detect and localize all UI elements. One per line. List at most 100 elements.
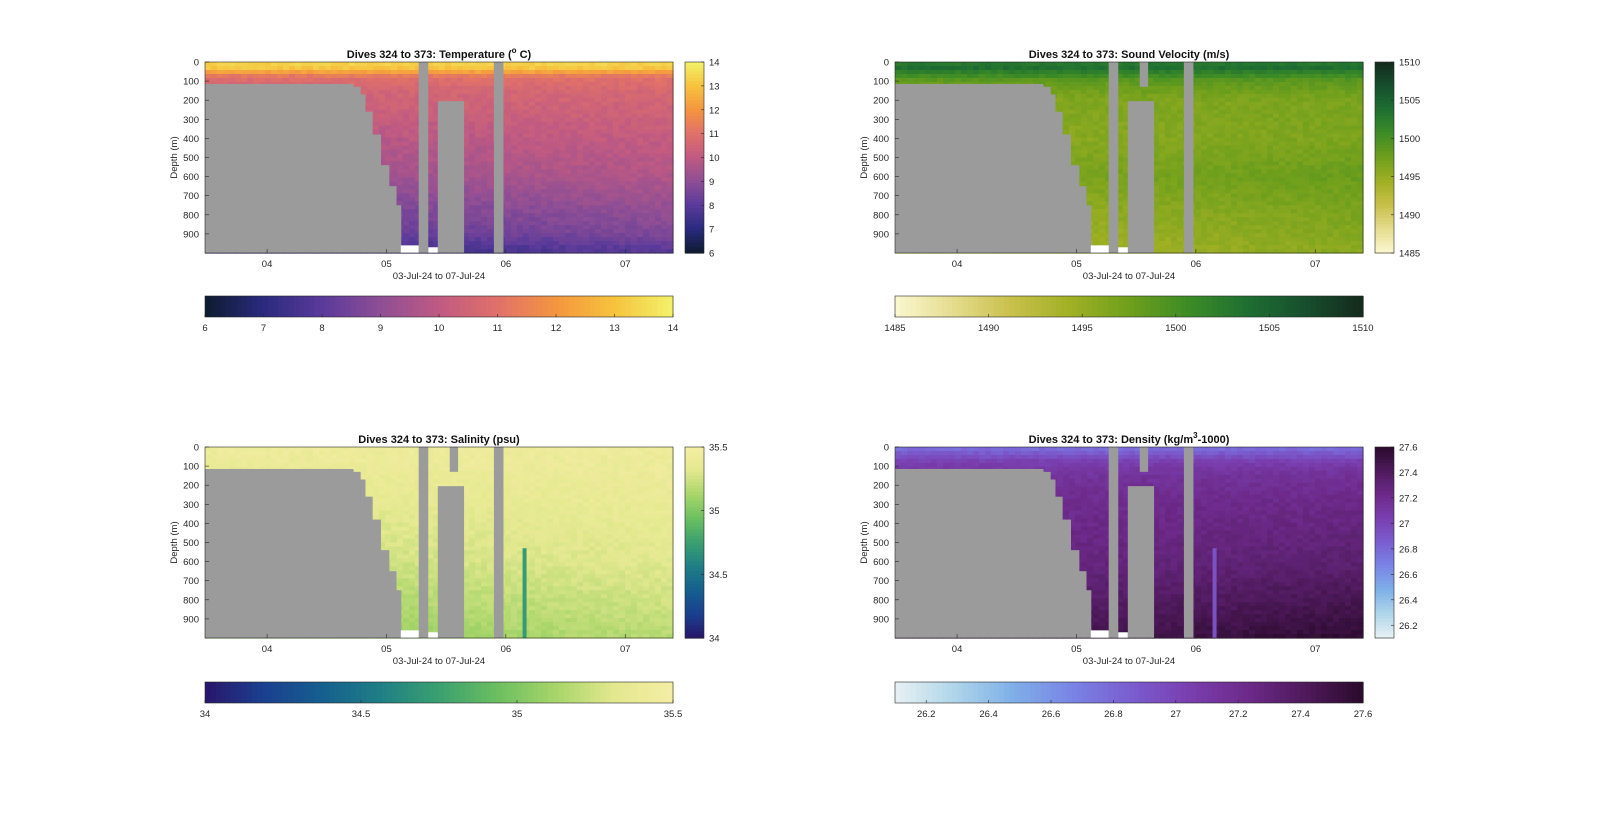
heatmap-cell bbox=[355, 81, 362, 87]
heatmap-cell bbox=[523, 141, 530, 147]
heatmap-cell bbox=[283, 73, 290, 79]
colorbar-swatch bbox=[527, 296, 534, 317]
heatmap-cell bbox=[229, 62, 236, 67]
heatmap-cell bbox=[655, 185, 662, 190]
heatmap-cell bbox=[271, 65, 278, 71]
heatmap-cell bbox=[469, 217, 476, 222]
heatmap-cell bbox=[535, 77, 542, 83]
heatmap-cell bbox=[649, 93, 656, 99]
heatmap-cell bbox=[379, 129, 386, 135]
heatmap-cell bbox=[577, 225, 584, 230]
colorbar-swatch bbox=[584, 296, 591, 317]
heatmap-cell bbox=[625, 145, 632, 151]
heatmap-cell bbox=[601, 177, 608, 182]
heatmap-cell bbox=[385, 121, 392, 127]
heatmap-cell bbox=[373, 101, 380, 107]
heatmap-cell bbox=[547, 133, 554, 139]
heatmap-cell bbox=[481, 193, 488, 198]
heatmap-cell bbox=[517, 113, 524, 119]
heatmap-cell bbox=[613, 62, 620, 67]
heatmap-cell bbox=[661, 125, 668, 131]
heatmap-cell bbox=[583, 145, 590, 151]
heatmap-cell bbox=[547, 141, 554, 147]
heatmap-cell bbox=[523, 245, 530, 250]
heatmap-cell bbox=[571, 62, 578, 67]
heatmap-cell bbox=[637, 89, 644, 95]
heatmap-cell bbox=[553, 177, 560, 182]
heatmap-cell bbox=[553, 185, 560, 190]
heatmap-cell bbox=[631, 65, 638, 71]
heatmap-cell bbox=[379, 153, 386, 159]
heatmap-cell bbox=[655, 233, 662, 238]
heatmap-cell bbox=[541, 173, 548, 178]
heatmap-cell bbox=[547, 157, 554, 163]
heatmap-cell bbox=[517, 245, 524, 250]
heatmap-cell bbox=[589, 73, 596, 79]
heatmap-cell bbox=[361, 85, 368, 91]
heatmap-cell bbox=[523, 65, 530, 71]
heatmap-cell bbox=[583, 161, 590, 167]
heatmap-cell bbox=[607, 185, 614, 190]
heatmap-cell bbox=[391, 113, 398, 119]
heatmap-cell bbox=[457, 97, 464, 103]
heatmap-cell bbox=[607, 237, 614, 242]
heatmap-cell bbox=[1003, 62, 1010, 67]
heatmap-cell bbox=[517, 81, 524, 87]
heatmap-cell bbox=[637, 241, 644, 246]
heatmap-cell bbox=[529, 237, 536, 242]
heatmap-cell bbox=[415, 177, 422, 182]
heatmap-cell bbox=[637, 145, 644, 151]
colorbar-swatch bbox=[667, 296, 674, 317]
heatmap-cell bbox=[349, 62, 356, 67]
heatmap-cell bbox=[463, 185, 470, 190]
heatmap-cell bbox=[571, 205, 578, 210]
heatmap-cell bbox=[643, 233, 650, 238]
heatmap-cell bbox=[205, 65, 212, 71]
heatmap-cell bbox=[511, 177, 518, 182]
heatmap-cell bbox=[445, 73, 452, 79]
heatmap-cell bbox=[487, 109, 494, 115]
heatmap-cell bbox=[511, 181, 518, 186]
heatmap-cell bbox=[619, 129, 626, 135]
heatmap-cell bbox=[655, 237, 662, 242]
colorbar-swatch bbox=[685, 103, 704, 108]
heatmap-cell bbox=[661, 121, 668, 127]
colorbar-swatch bbox=[387, 296, 393, 317]
heatmap-cell bbox=[517, 129, 524, 135]
heatmap-cell bbox=[403, 157, 410, 163]
heatmap-cell bbox=[205, 62, 212, 67]
heatmap-cell bbox=[469, 161, 476, 167]
heatmap-cell bbox=[637, 217, 644, 222]
missing-data-mask bbox=[205, 62, 504, 253]
heatmap-cell bbox=[517, 165, 524, 171]
heatmap-cell bbox=[397, 73, 404, 79]
heatmap-cell bbox=[583, 213, 590, 218]
heatmap-cell bbox=[361, 73, 368, 79]
heatmap-cell bbox=[295, 62, 302, 67]
heatmap-cell bbox=[535, 93, 542, 99]
heatmap-cell bbox=[367, 77, 374, 83]
colorbar-swatch bbox=[335, 296, 341, 317]
heatmap-cell bbox=[337, 77, 344, 83]
heatmap-cell bbox=[643, 197, 650, 202]
heatmap-cell bbox=[529, 97, 536, 103]
heatmap-cell bbox=[565, 133, 572, 139]
heatmap-cell bbox=[637, 73, 644, 79]
heatmap-cell bbox=[571, 73, 578, 79]
heatmap-cell bbox=[559, 109, 566, 115]
heatmap-cell bbox=[667, 109, 674, 115]
heatmap-cell bbox=[307, 62, 314, 67]
heatmap-cell bbox=[655, 225, 662, 230]
colorbar-swatch bbox=[685, 224, 704, 229]
heatmap-cell bbox=[475, 169, 482, 175]
colorbar-swatch bbox=[459, 296, 466, 317]
heatmap-cell bbox=[427, 77, 434, 83]
heatmap-cell bbox=[475, 125, 482, 131]
heatmap-cell bbox=[613, 105, 620, 111]
heatmap-cell bbox=[397, 69, 404, 75]
heatmap-cell bbox=[439, 81, 446, 87]
heatmap-cell bbox=[475, 217, 482, 222]
heatmap-cell bbox=[409, 153, 416, 159]
heatmap-cell bbox=[523, 165, 530, 171]
heatmap-cell bbox=[463, 221, 470, 226]
